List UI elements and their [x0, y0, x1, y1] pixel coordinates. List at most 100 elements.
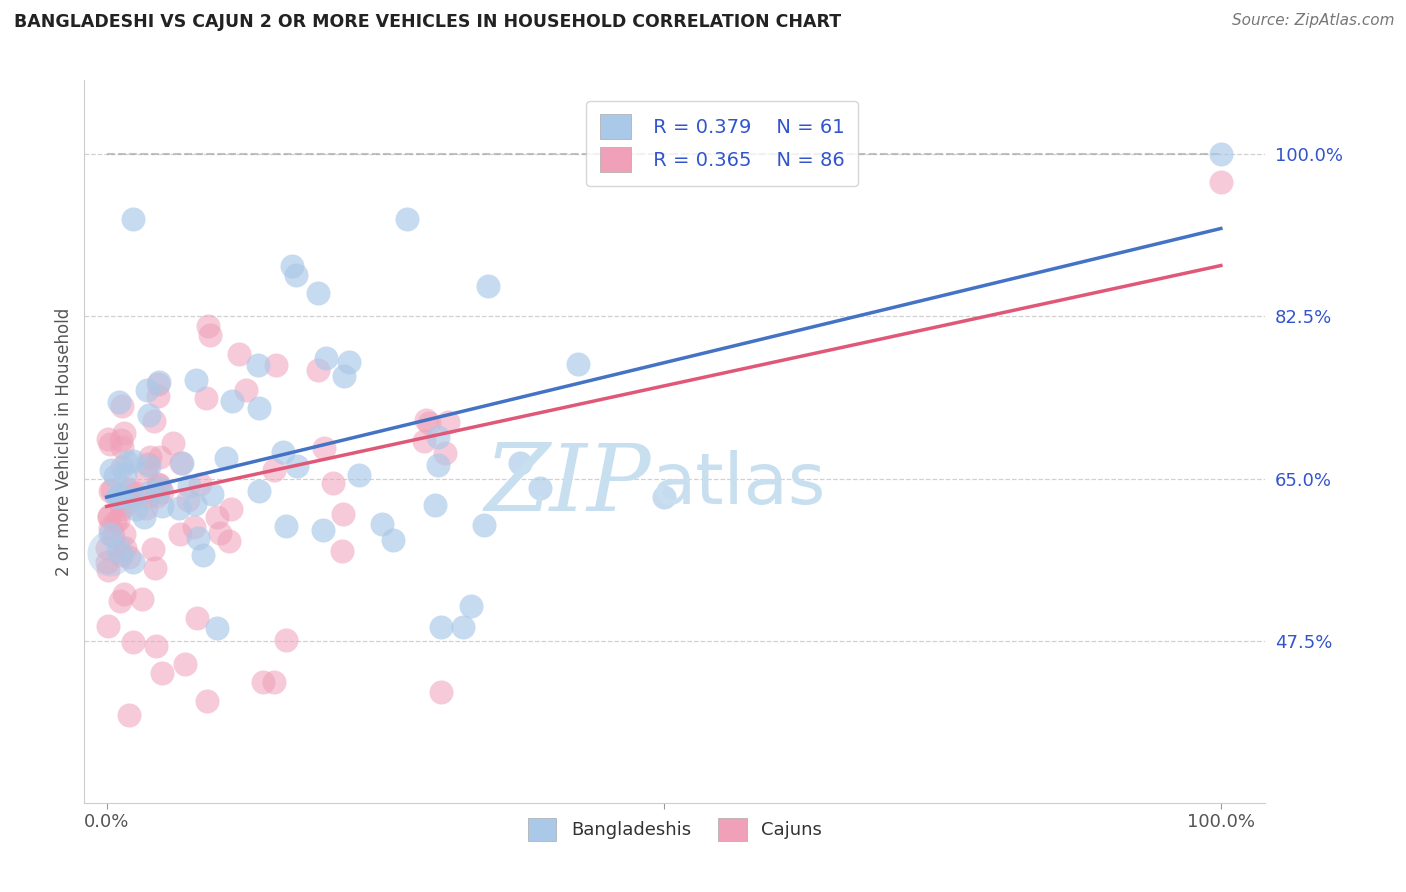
Point	[183, 497, 205, 511]
Point	[201, 487, 224, 501]
Point	[274, 632, 297, 647]
Point	[263, 675, 285, 690]
Point	[125, 501, 148, 516]
Point	[96, 541, 118, 555]
Point	[333, 368, 356, 383]
Point	[135, 500, 157, 515]
Point	[138, 459, 160, 474]
Point	[186, 611, 208, 625]
Point	[122, 453, 145, 467]
Point	[430, 620, 453, 634]
Text: atlas: atlas	[651, 450, 825, 519]
Point	[307, 363, 329, 377]
Point	[96, 556, 118, 570]
Point	[145, 639, 167, 653]
Point	[312, 523, 335, 537]
Point	[264, 358, 287, 372]
Point	[110, 496, 132, 510]
Point	[187, 531, 209, 545]
Point	[97, 619, 120, 633]
Point	[247, 483, 270, 498]
Point	[108, 488, 131, 502]
Point	[263, 463, 285, 477]
Point	[148, 376, 170, 390]
Point	[437, 415, 460, 429]
Point	[1209, 175, 1232, 189]
Point	[122, 634, 145, 648]
Point	[218, 533, 240, 548]
Point	[98, 483, 121, 498]
Point	[172, 456, 194, 470]
Point	[271, 445, 294, 459]
Point	[169, 527, 191, 541]
Point	[221, 501, 243, 516]
Point	[330, 544, 353, 558]
Point	[221, 393, 243, 408]
Point	[281, 260, 304, 274]
Point	[139, 484, 162, 499]
Point	[150, 499, 173, 513]
Point	[146, 489, 169, 503]
Point	[110, 433, 132, 447]
Point	[215, 451, 238, 466]
Point	[1209, 147, 1232, 161]
Point	[114, 425, 136, 440]
Point	[110, 460, 132, 475]
Legend: Bangladeshis, Cajuns: Bangladeshis, Cajuns	[520, 810, 830, 848]
Point	[134, 509, 156, 524]
Point	[117, 707, 139, 722]
Point	[415, 413, 437, 427]
Point	[205, 509, 228, 524]
Point	[105, 490, 128, 504]
Point	[118, 482, 141, 496]
Point	[112, 587, 135, 601]
Point	[117, 483, 139, 497]
Point	[97, 432, 120, 446]
Point	[118, 550, 141, 565]
Point	[136, 457, 159, 471]
Point	[111, 501, 134, 516]
Point	[396, 212, 419, 227]
Point	[477, 279, 499, 293]
Point	[197, 318, 219, 333]
Point	[195, 694, 218, 708]
Point	[150, 485, 173, 500]
Point	[567, 357, 589, 371]
Point	[98, 527, 121, 541]
Point	[235, 384, 257, 398]
Point	[177, 479, 200, 493]
Point	[131, 592, 153, 607]
Point	[247, 401, 270, 416]
Point	[173, 657, 195, 671]
Point	[149, 450, 172, 464]
Point	[307, 286, 329, 301]
Point	[322, 475, 344, 490]
Point	[208, 525, 231, 540]
Point	[136, 490, 159, 504]
Point	[433, 445, 456, 459]
Point	[169, 501, 191, 516]
Point	[188, 476, 211, 491]
Point	[108, 394, 131, 409]
Point	[110, 548, 132, 562]
Point	[194, 391, 217, 405]
Text: Source: ZipAtlas.com: Source: ZipAtlas.com	[1232, 13, 1395, 29]
Point	[228, 346, 250, 360]
Point	[529, 482, 551, 496]
Point	[412, 434, 434, 449]
Point	[274, 519, 297, 533]
Point	[98, 436, 121, 450]
Point	[100, 462, 122, 476]
Point	[509, 456, 531, 470]
Text: BANGLADESHI VS CAJUN 2 OR MORE VEHICLES IN HOUSEHOLD CORRELATION CHART: BANGLADESHI VS CAJUN 2 OR MORE VEHICLES …	[14, 13, 841, 31]
Point	[138, 409, 160, 423]
Point	[107, 490, 129, 504]
Point	[332, 507, 354, 521]
Point	[198, 328, 221, 343]
Point	[337, 355, 360, 369]
Point	[114, 498, 136, 512]
Point	[371, 516, 394, 531]
Point	[148, 376, 170, 391]
Point	[107, 543, 129, 558]
Text: ZIP: ZIP	[485, 440, 651, 530]
